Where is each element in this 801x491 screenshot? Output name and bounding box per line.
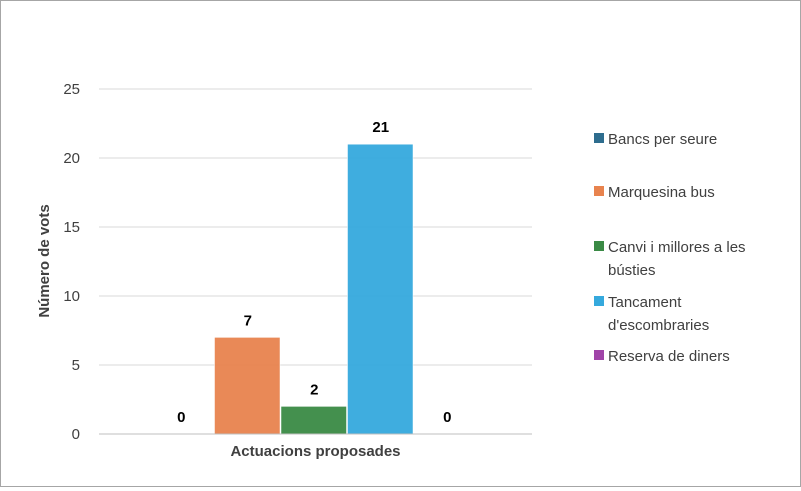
legend-item-marquesina-bus: Marquesina bus: [594, 184, 715, 201]
legend-swatch: [594, 241, 604, 251]
legend-item-reserva-de-diners: Reserva de diners: [594, 348, 730, 365]
legend-label: Reserva de diners: [608, 348, 730, 365]
legend-swatch: [594, 186, 604, 196]
bars: [214, 143, 414, 435]
y-tick-label: 5: [72, 357, 80, 374]
legend-swatch: [594, 350, 604, 360]
gridlines: [99, 88, 532, 366]
legend-label: Marquesina bus: [608, 184, 715, 201]
legend-item-tancament-d-escombraries: Tancament d'escombraries: [594, 294, 709, 334]
legend-item-canvi-i-millores-a-les-busties: Canvi i millores a les bústies: [594, 239, 746, 279]
data-label-reserva-de-diners: 0: [443, 409, 451, 426]
y-tick-label: 20: [63, 150, 80, 167]
x-category-label: Actuacions proposades: [230, 443, 400, 460]
legend-label: Tancament d'escombraries: [608, 294, 709, 334]
data-label-canvi-i-millores-a-les-busties: 2: [310, 381, 318, 398]
data-labels: 0 7 2 21 0: [177, 119, 451, 426]
legend-item-bancs-per-seure: Bancs per seure: [594, 131, 717, 148]
data-label-tancament-d-escombraries: 21: [372, 119, 389, 136]
legend-label: Canvi i millores a les bústies: [608, 239, 746, 279]
y-axis-title: Número de vots: [36, 204, 53, 317]
bar-canvi-i-millores-a-les-busties: [280, 406, 347, 435]
data-label-bancs-per-seure: 0: [177, 409, 185, 426]
bar-marquesina-bus: [214, 337, 281, 435]
y-tick-label: 10: [63, 288, 80, 305]
bar-tancament-d-escombraries: [347, 143, 414, 435]
legend-swatch: [594, 296, 604, 306]
legend: Bancs per seure Marquesina bus Canvi i mil…: [594, 131, 746, 365]
legend-label: Bancs per seure: [608, 131, 717, 148]
y-tick-label: 25: [63, 81, 80, 98]
y-tick-label: 0: [72, 426, 80, 443]
data-label-marquesina-bus: 7: [244, 312, 252, 329]
legend-swatch: [594, 133, 604, 143]
y-tick-label: 15: [63, 219, 80, 236]
